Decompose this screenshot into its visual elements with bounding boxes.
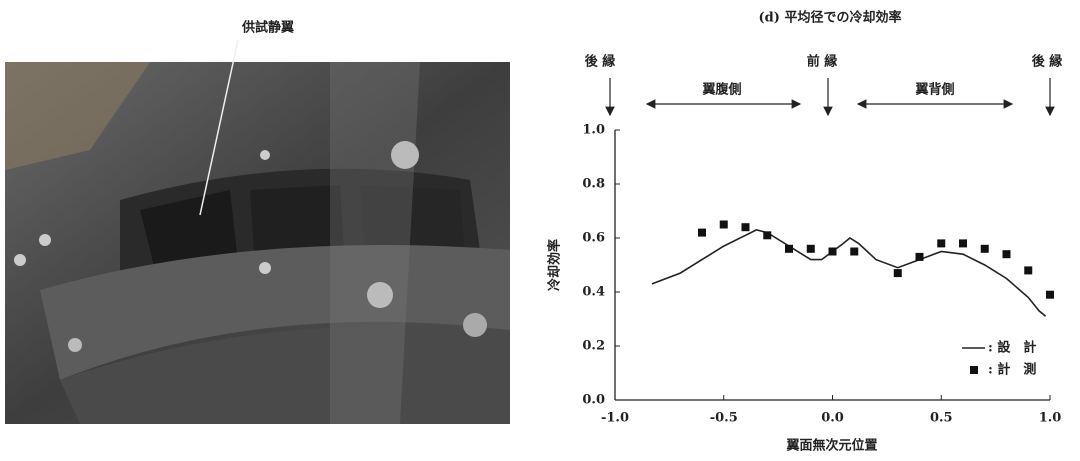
annotation: 前 縁 bbox=[807, 54, 838, 70]
measured-point bbox=[741, 223, 750, 232]
measured-point bbox=[763, 231, 772, 240]
measured-point bbox=[698, 228, 706, 237]
legend-label: : 計 測 bbox=[988, 362, 1036, 378]
chart-title: (d) 平均径での冷却効率 bbox=[759, 10, 902, 26]
y-tick-label: 0.8 bbox=[582, 177, 605, 192]
measured-point bbox=[937, 239, 946, 248]
design-line bbox=[651, 229, 1047, 317]
x-tick-label: 0.5 bbox=[930, 411, 953, 426]
y-tick-label: 0.6 bbox=[582, 231, 605, 246]
y-tick-label: 0.0 bbox=[582, 393, 605, 408]
measured-point bbox=[1024, 266, 1033, 275]
x-axis-label: 翼面無次元位置 bbox=[785, 438, 877, 454]
measured-point bbox=[719, 220, 728, 229]
measured-point bbox=[1002, 250, 1011, 259]
annotation: 翼腹側 bbox=[701, 82, 741, 98]
measured-point bbox=[806, 244, 815, 253]
photo-label: 供試静翼 bbox=[241, 20, 294, 36]
measured-point bbox=[959, 239, 967, 248]
annotation: 翼背側 bbox=[914, 82, 954, 98]
x-tick-label: 0.0 bbox=[821, 411, 844, 426]
x-tick-label: -1.0 bbox=[601, 411, 629, 426]
measured-point bbox=[915, 252, 924, 261]
measured-point bbox=[828, 247, 837, 256]
measured-point bbox=[980, 244, 989, 253]
photo: 供試静翼 bbox=[5, 20, 510, 424]
x-tick-label: -0.5 bbox=[710, 411, 738, 426]
y-tick-label: 0.2 bbox=[582, 339, 605, 354]
x-tick-label: 1.0 bbox=[1039, 411, 1062, 426]
annotation: 後 縁 bbox=[1032, 54, 1063, 70]
legend-label: : 設 計 bbox=[988, 340, 1036, 356]
y-tick-label: 0.4 bbox=[582, 285, 605, 300]
annotation: 後 縁 bbox=[585, 54, 616, 70]
y-axis-label: 冷却効率 bbox=[547, 239, 563, 291]
y-tick-label: 1.0 bbox=[582, 123, 605, 138]
annotation-arrows bbox=[605, 78, 1055, 117]
measured-point bbox=[850, 247, 859, 256]
measured-point bbox=[893, 269, 902, 278]
photo-arrow bbox=[199, 39, 239, 216]
measured-point bbox=[1046, 290, 1054, 299]
legend-square bbox=[970, 366, 978, 374]
chart: (d) 平均径での冷却効率 後 縁 前 縁 後 縁 翼腹側 翼背側 冷却効率 翼… bbox=[547, 10, 1063, 454]
measured-point bbox=[785, 244, 793, 253]
